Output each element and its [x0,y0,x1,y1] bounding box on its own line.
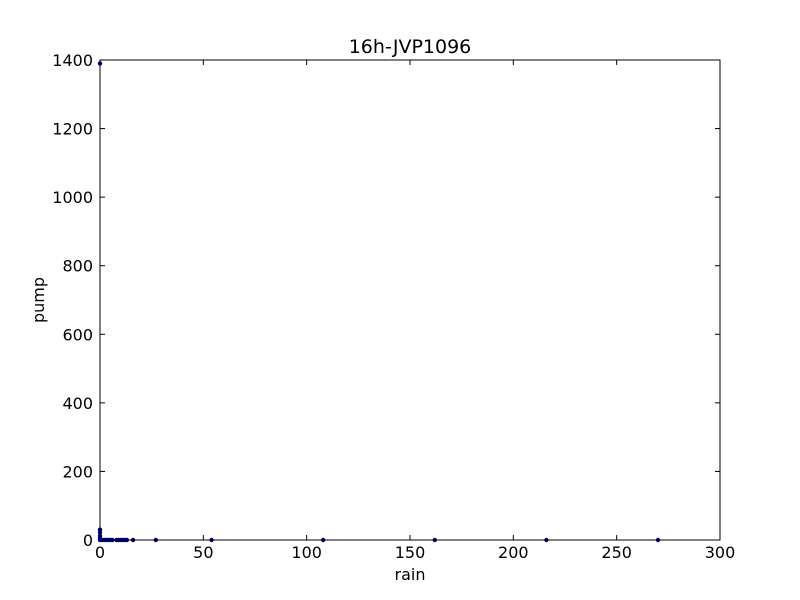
y-tick-label: 400 [62,394,93,413]
x-tick-label: 100 [291,543,322,562]
y-axis-title: pump [29,277,48,323]
y-tick-label: 1200 [52,120,93,139]
y-tick-label: 600 [62,325,93,344]
chart-title: 16h-JVP1096 [349,36,472,58]
x-tick-label: 150 [395,543,426,562]
y-tick-label: 0 [83,531,93,550]
x-tick-label: 0 [95,543,105,562]
plot-area-frame [99,59,721,541]
x-axis: 0 50 100 150 200 250 300 [95,60,735,562]
y-axis: 0 200 400 600 800 1000 1200 1400 [52,51,720,550]
x-tick-label: 250 [601,543,632,562]
y-tick-label: 800 [62,257,93,276]
y-tick-label: 1400 [52,51,93,70]
x-axis-title: rain [395,565,426,584]
x-tick-label: 50 [193,543,213,562]
y-tick-label: 1000 [52,188,93,207]
x-tick-label: 200 [498,543,529,562]
y-tick-label: 200 [62,462,93,481]
x-tick-label: 300 [705,543,736,562]
